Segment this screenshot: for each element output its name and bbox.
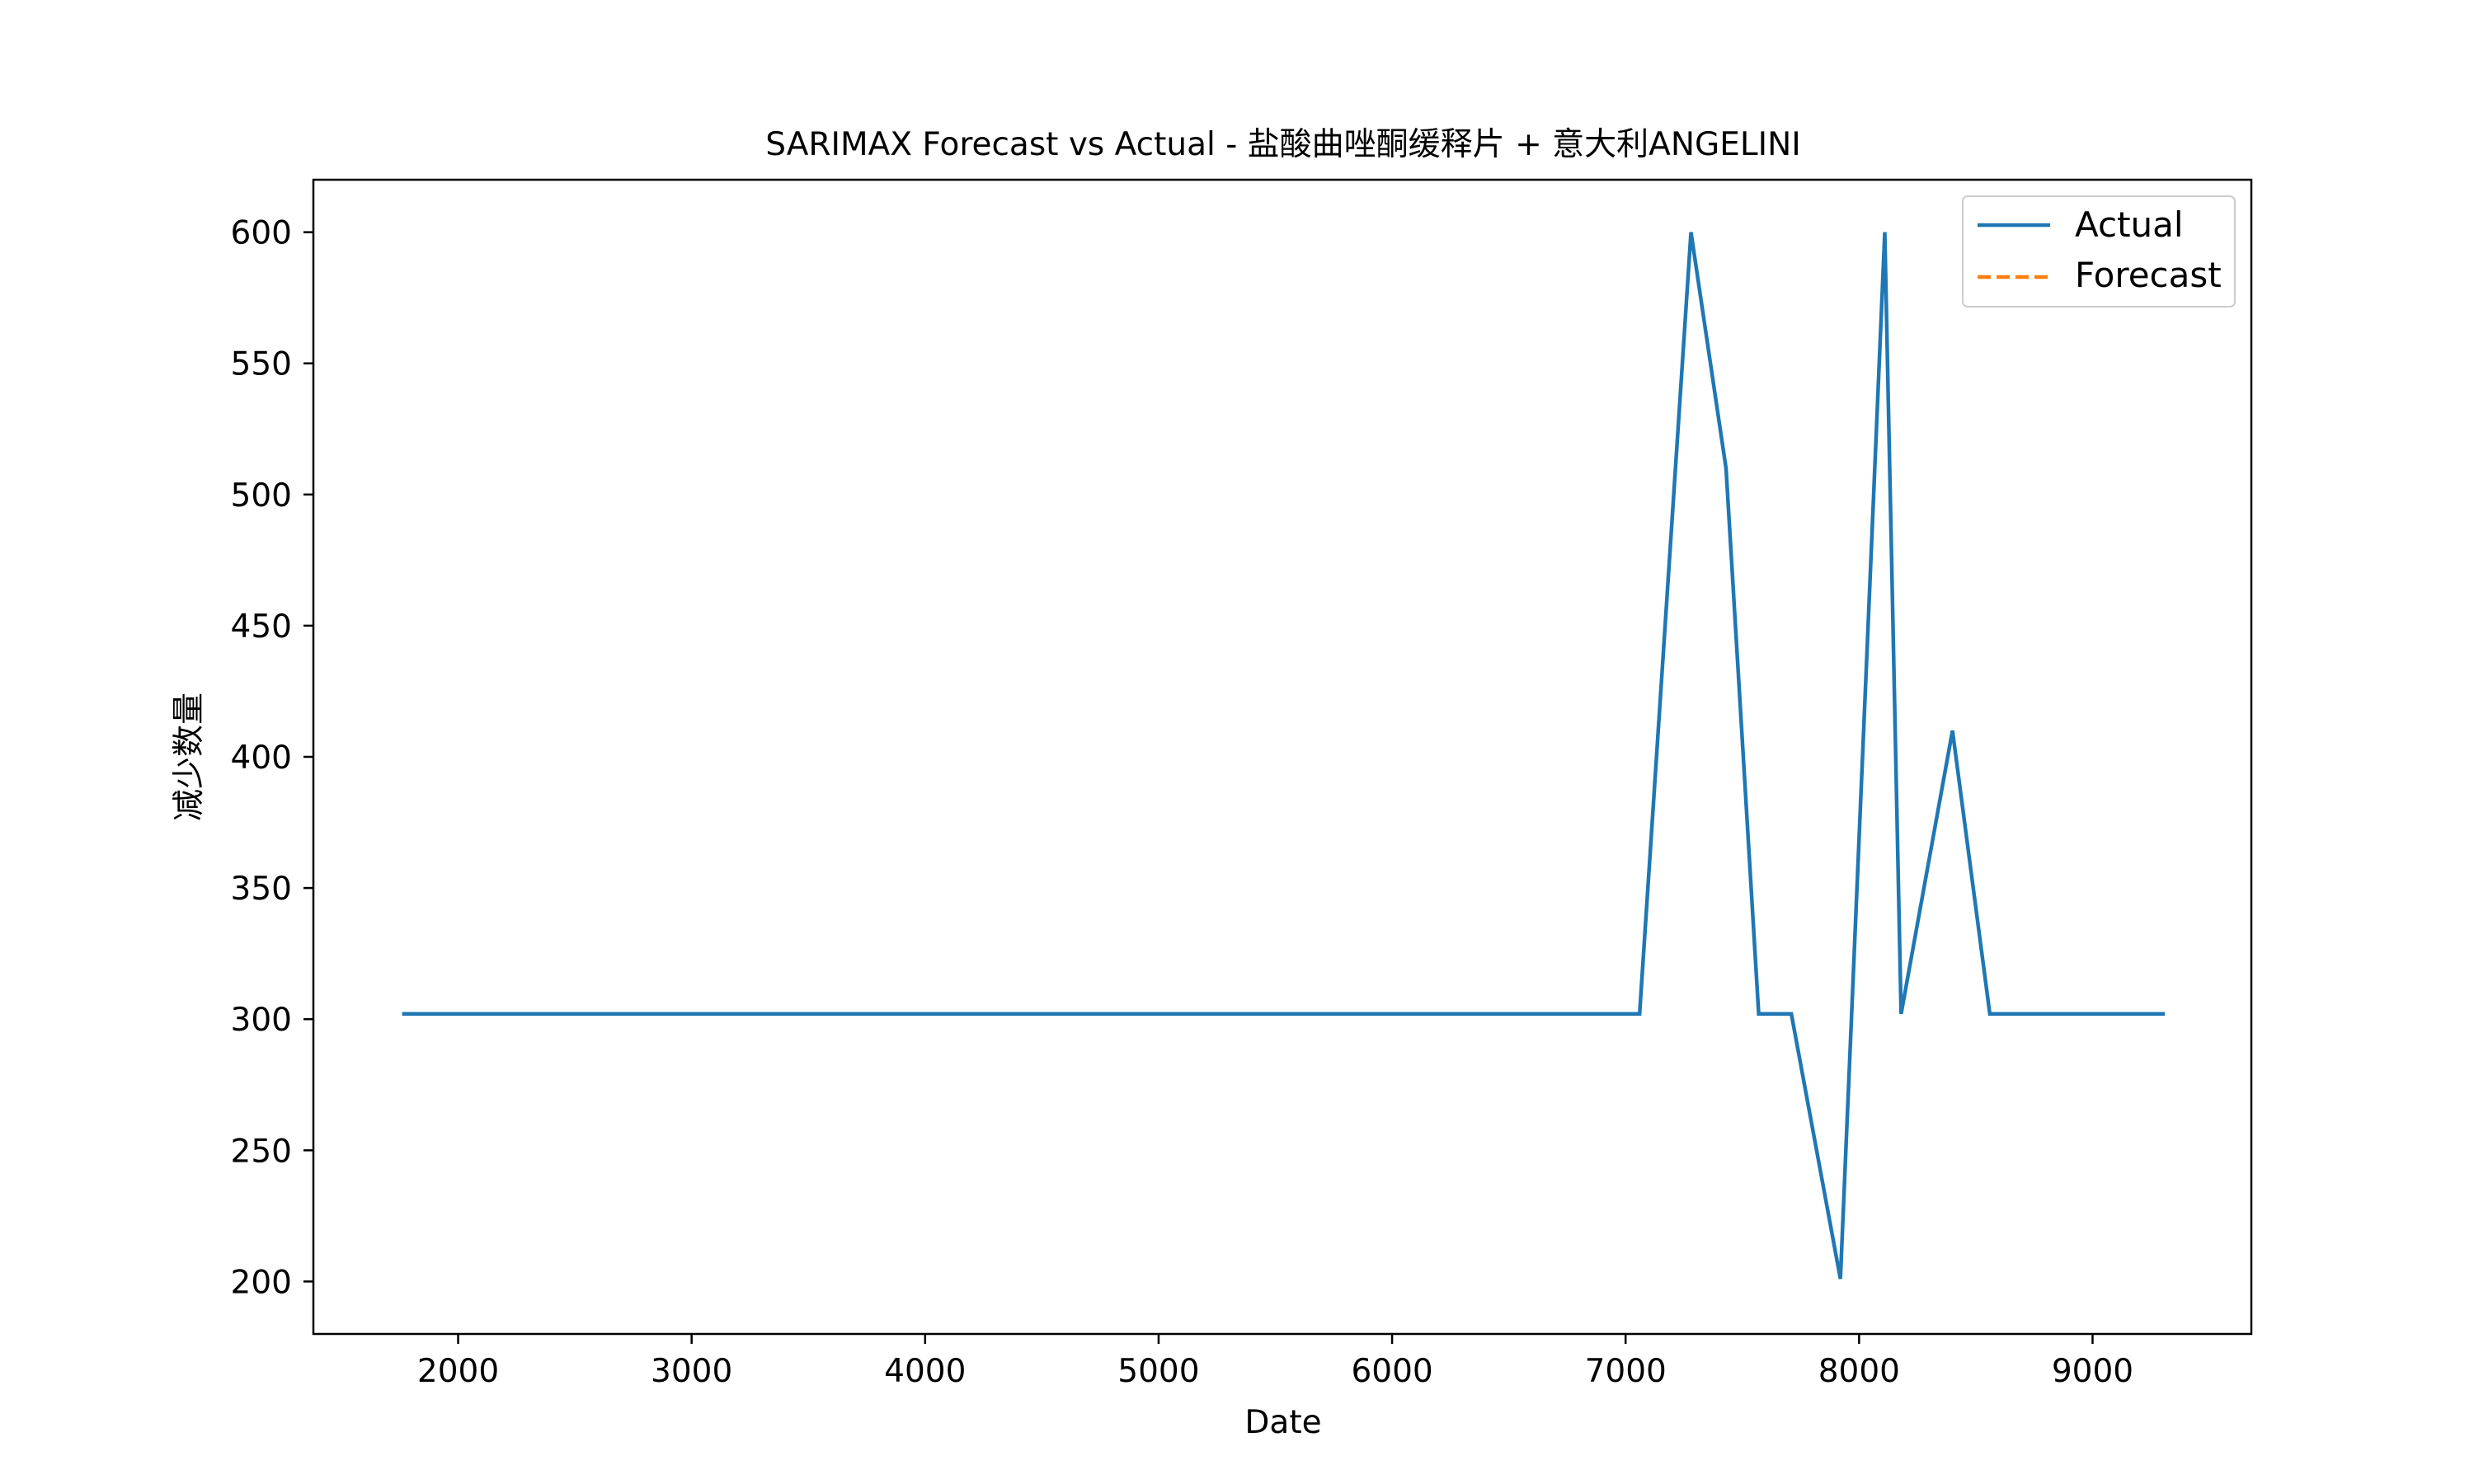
series-layer xyxy=(402,232,2166,1280)
x-tick-label: 8000 xyxy=(1818,1353,1900,1390)
y-tick-label: 600 xyxy=(231,215,292,252)
x-tick-label: 5000 xyxy=(1117,1353,1199,1390)
chart-title: SARIMAX Forecast vs Actual - 盐酸曲唑酮缓释片 + … xyxy=(765,126,1801,163)
y-tick-label: 450 xyxy=(231,608,292,646)
x-tick-label: 7000 xyxy=(1585,1353,1667,1390)
y-tick-label: 400 xyxy=(231,740,292,777)
y-axis: 200 250 300 350 400 450 500 550 600 xyxy=(231,215,313,1301)
y-tick-label: 550 xyxy=(231,346,292,383)
y-tick-label: 350 xyxy=(231,871,292,908)
y-axis-label: 减少数量 xyxy=(171,693,208,821)
plot-area xyxy=(312,178,2253,1336)
x-tick-label: 4000 xyxy=(884,1353,966,1390)
x-axis: 2000 3000 4000 5000 6000 7000 8000 9000 xyxy=(417,1334,2133,1390)
y-tick-label: 300 xyxy=(231,1002,292,1039)
legend-actual-label: Actual xyxy=(2075,204,2184,245)
x-tick-label: 6000 xyxy=(1351,1353,1432,1390)
legend: Actual Forecast xyxy=(1962,195,2236,308)
x-tick-label: 2000 xyxy=(417,1353,499,1390)
legend-forecast-label: Forecast xyxy=(2075,255,2222,295)
y-tick-label: 200 xyxy=(231,1264,292,1301)
x-axis-label: Date xyxy=(1244,1404,1321,1441)
y-tick-label: 250 xyxy=(231,1133,292,1170)
plot-frame xyxy=(312,178,2253,1336)
x-tick-label: 9000 xyxy=(2052,1353,2133,1390)
x-tick-label: 3000 xyxy=(651,1353,732,1390)
y-tick-label: 500 xyxy=(231,477,292,514)
series-line-actual xyxy=(402,232,2166,1280)
